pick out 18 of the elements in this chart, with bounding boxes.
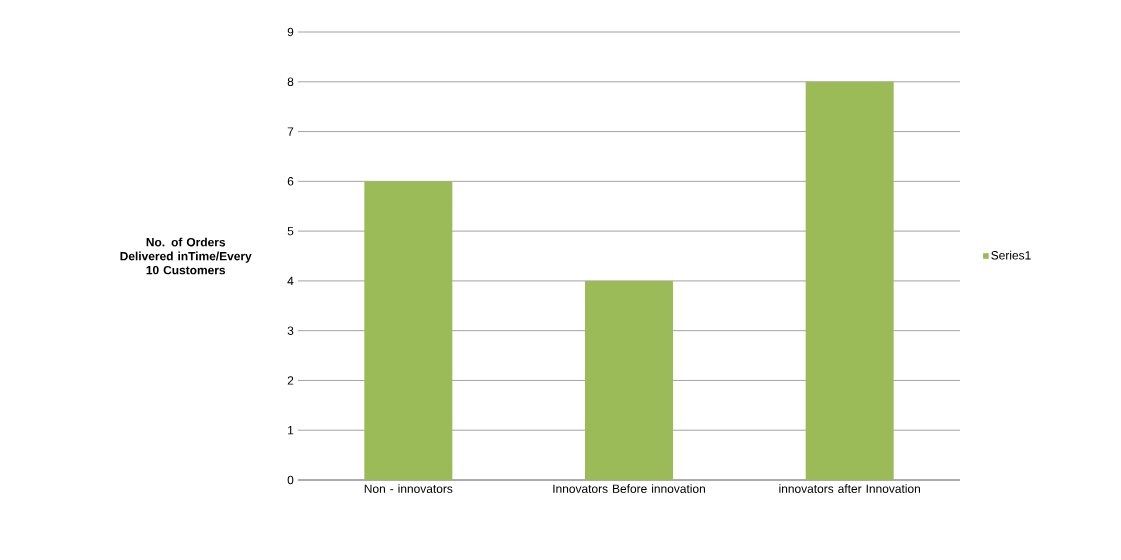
bar — [364, 181, 453, 480]
y-tick-label: 7 — [287, 127, 294, 136]
y-tick-label: 0 — [287, 475, 294, 485]
y-tick-label: 2 — [287, 376, 294, 385]
bar — [585, 280, 673, 480]
y-tick-label: 6 — [287, 177, 294, 186]
y-tick-label: 8 — [287, 77, 294, 87]
y-tick-label: 4 — [287, 276, 294, 285]
y-axis-title: No. of Orders Delivered inTime/Every 10 Customers — [120, 237, 252, 275]
bar — [805, 81, 894, 480]
legend-label: Series1 — [991, 250, 1031, 260]
y-tick-label: 3 — [287, 326, 294, 335]
y-tick-label: 5 — [287, 226, 294, 236]
y-tick-label: 1 — [288, 426, 294, 435]
y-tick-label: 9 — [287, 27, 294, 37]
x-tick-label: Non - innovators — [364, 484, 453, 493]
x-tick-label: Innovators Before innovation — [553, 484, 705, 493]
x-tick-label: innovators after Innovation — [779, 484, 920, 493]
